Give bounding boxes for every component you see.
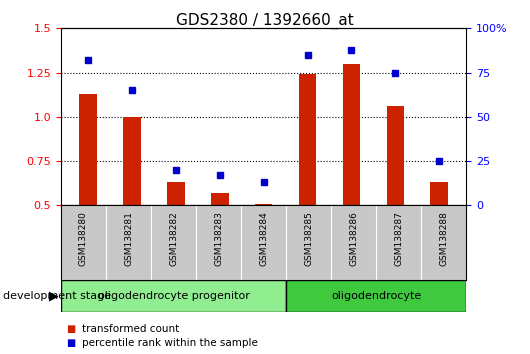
Text: GSM138281: GSM138281 (124, 211, 133, 266)
Bar (80, 94, 97, 205)
Bar (286, 280, 466, 312)
Bar (386, 106, 404, 205)
Text: percentile rank within the sample: percentile rank within the sample (82, 338, 258, 348)
Text: GSM138288: GSM138288 (439, 211, 448, 266)
Text: GSM138285: GSM138285 (304, 211, 313, 266)
Text: GSM138287: GSM138287 (394, 211, 403, 266)
Text: GSM138284: GSM138284 (259, 211, 268, 266)
Text: GSM138282: GSM138282 (169, 211, 178, 266)
Text: ■: ■ (66, 324, 75, 334)
Text: oligodendrocyte progenitor: oligodendrocyte progenitor (98, 291, 250, 301)
Text: oligodendrocyte: oligodendrocyte (331, 291, 421, 301)
Bar (211, 193, 228, 205)
Bar (255, 204, 272, 205)
Text: GSM138280: GSM138280 (79, 211, 88, 266)
Text: development stage: development stage (3, 291, 111, 301)
Bar (343, 64, 360, 205)
Text: GDS2380 / 1392660_at: GDS2380 / 1392660_at (176, 12, 354, 29)
Bar (123, 117, 141, 205)
Text: ■: ■ (66, 338, 75, 348)
Bar (167, 182, 184, 205)
Bar (299, 74, 316, 205)
Bar (430, 182, 448, 205)
Text: ▶: ▶ (49, 289, 58, 302)
Bar (61, 280, 286, 312)
Text: GSM138283: GSM138283 (214, 211, 223, 266)
Text: GSM138286: GSM138286 (349, 211, 358, 266)
Text: transformed count: transformed count (82, 324, 179, 334)
